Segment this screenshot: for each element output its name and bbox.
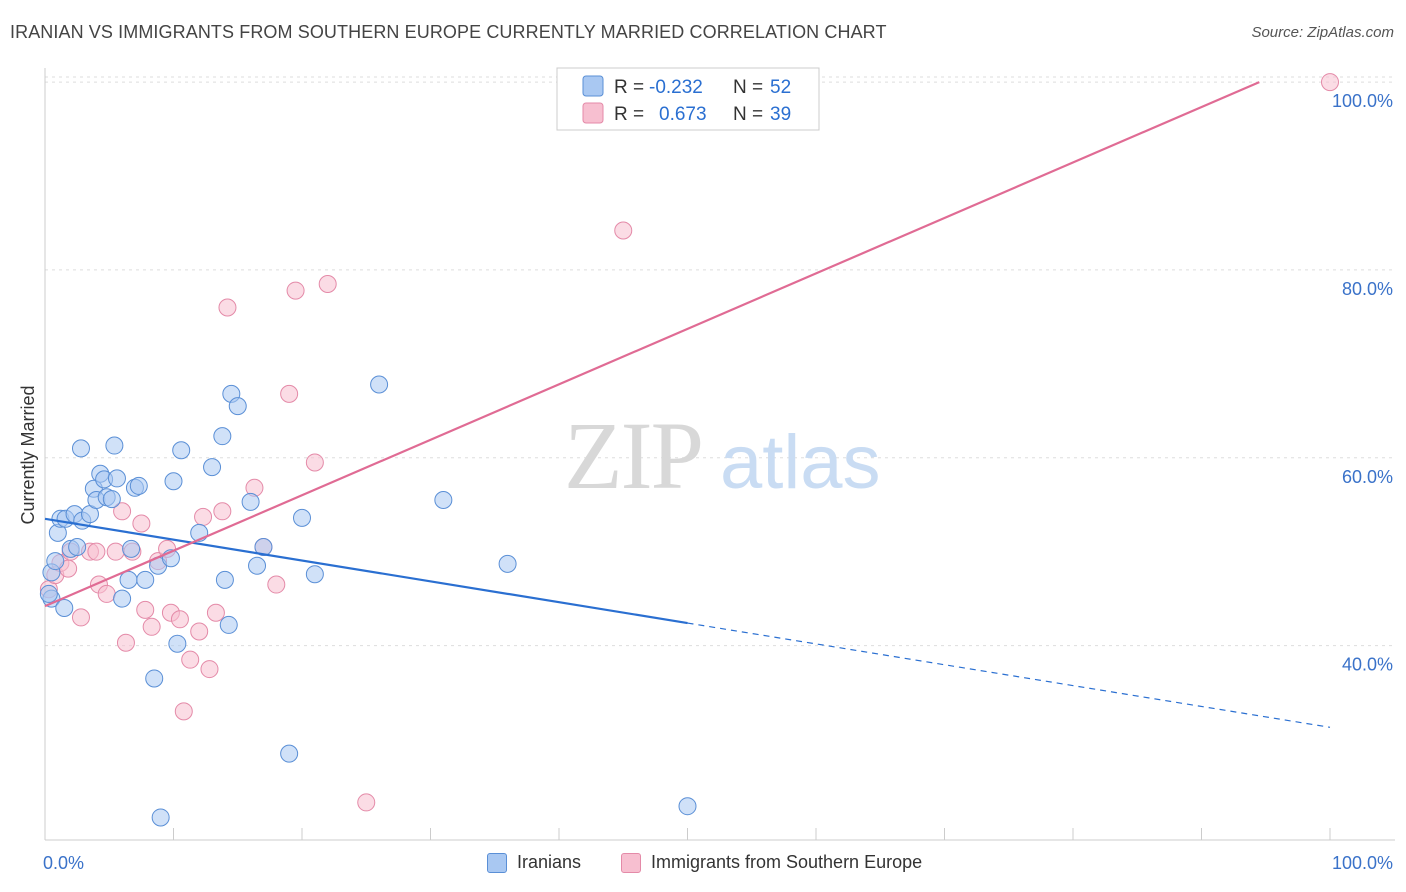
point-iranians bbox=[39, 584, 58, 603]
legend-r-label-2: R = bbox=[614, 104, 644, 125]
watermark-zip: ZIP bbox=[564, 402, 702, 509]
point-iranians bbox=[219, 615, 238, 634]
point-iranians bbox=[280, 744, 299, 763]
legend-label-southern-europe: Immigrants from Southern Europe bbox=[651, 852, 923, 872]
point-iranians bbox=[105, 436, 124, 455]
point-iranians bbox=[164, 472, 183, 491]
point-southern-europe bbox=[286, 281, 305, 300]
correlation-legend: R = -0.232 N = 52 R = 0.673 N = 39 bbox=[556, 67, 820, 131]
point-southern-europe bbox=[318, 275, 337, 294]
point-iranians bbox=[168, 634, 187, 653]
point-southern-europe bbox=[132, 514, 151, 533]
legend-swatch-pink bbox=[582, 102, 604, 124]
series-legend: Iranians Immigrants from Southern Europe bbox=[0, 852, 1406, 878]
point-southern-europe bbox=[194, 507, 213, 526]
point-iranians bbox=[113, 589, 132, 608]
point-iranians bbox=[241, 492, 260, 511]
y-tick-label: 100.0% bbox=[1332, 91, 1393, 111]
x-tick-label: 0.0% bbox=[43, 853, 84, 873]
point-iranians bbox=[215, 570, 234, 589]
chart-title: IRANIAN VS IMMIGRANTS FROM SOUTHERN EURO… bbox=[10, 22, 887, 42]
point-iranians bbox=[145, 669, 164, 688]
legend-r-value-2: 0.673 bbox=[659, 104, 707, 125]
legend-n-value-2: 39 bbox=[770, 104, 791, 125]
point-southern-europe bbox=[206, 603, 225, 622]
legend-label-iranians: Iranians bbox=[517, 852, 582, 872]
point-southern-europe bbox=[357, 793, 376, 812]
legend-n-label-1: N = bbox=[733, 77, 763, 98]
trend-line-southern-europe bbox=[44, 81, 1260, 608]
point-iranians bbox=[305, 565, 324, 584]
point-iranians bbox=[55, 599, 74, 618]
point-iranians bbox=[254, 537, 273, 556]
point-iranians bbox=[370, 375, 389, 394]
point-southern-europe bbox=[305, 453, 324, 472]
point-southern-europe bbox=[87, 542, 106, 561]
legend-r-label-1: R = bbox=[614, 77, 644, 98]
legend-n-label-2: N = bbox=[733, 104, 763, 125]
point-iranians bbox=[129, 476, 148, 495]
y-tick-label: 60.0% bbox=[1342, 467, 1393, 487]
point-southern-europe bbox=[136, 600, 155, 619]
point-southern-europe bbox=[190, 622, 209, 641]
legend-n-value-1: 52 bbox=[770, 77, 791, 98]
point-southern-europe bbox=[614, 221, 633, 240]
point-southern-europe bbox=[106, 542, 125, 561]
point-southern-europe bbox=[213, 502, 232, 521]
legend-swatch-blue bbox=[582, 75, 604, 97]
source-label: Source: ZipAtlas.com bbox=[1251, 24, 1394, 41]
legend-r-value-1: -0.232 bbox=[649, 77, 703, 98]
point-iranians bbox=[68, 537, 87, 556]
point-iranians bbox=[678, 797, 697, 816]
point-iranians bbox=[46, 552, 65, 571]
point-southern-europe bbox=[116, 633, 135, 652]
y-tick-label: 80.0% bbox=[1342, 279, 1393, 299]
point-iranians bbox=[248, 556, 267, 575]
point-southern-europe bbox=[71, 608, 90, 627]
point-iranians bbox=[228, 397, 247, 416]
y-axis-label: Currently Married bbox=[18, 385, 38, 524]
point-southern-europe bbox=[267, 575, 286, 594]
x-tick-label: 100.0% bbox=[1332, 853, 1393, 873]
y-tick-label: 40.0% bbox=[1342, 655, 1393, 675]
point-iranians bbox=[172, 441, 191, 460]
legend-item-southern-europe: Immigrants from Southern Europe bbox=[621, 852, 922, 873]
axes bbox=[44, 68, 1395, 841]
point-southern-europe bbox=[174, 702, 193, 721]
watermark-atlas: atlas bbox=[720, 420, 881, 505]
trend-line-iranians bbox=[44, 517, 688, 625]
point-southern-europe bbox=[181, 650, 200, 669]
point-southern-europe bbox=[97, 584, 116, 603]
point-iranians bbox=[119, 570, 138, 589]
grid-lines bbox=[45, 76, 1395, 647]
point-southern-europe bbox=[170, 610, 189, 629]
point-iranians bbox=[498, 554, 517, 573]
point-iranians bbox=[71, 439, 90, 458]
point-iranians bbox=[151, 808, 170, 827]
legend-item-iranians: Iranians bbox=[487, 852, 581, 873]
tick-labels: 40.0% 60.0% 80.0% 100.0% 0.0% 100.0% bbox=[43, 91, 1393, 873]
trend-lines bbox=[44, 81, 1331, 728]
point-iranians bbox=[213, 427, 232, 446]
watermark: ZIP atlas bbox=[564, 402, 881, 509]
legend-swatch-iranians bbox=[487, 852, 507, 873]
point-iranians bbox=[107, 469, 126, 488]
point-southern-europe bbox=[280, 384, 299, 403]
point-southern-europe bbox=[142, 617, 161, 636]
point-iranians bbox=[136, 570, 155, 589]
point-southern-europe bbox=[218, 298, 237, 317]
point-southern-europe bbox=[200, 660, 219, 679]
point-iranians bbox=[203, 458, 222, 477]
point-iranians bbox=[293, 508, 311, 527]
point-iranians bbox=[434, 491, 453, 510]
point-iranians bbox=[122, 539, 141, 558]
trend-line-iranians-extension bbox=[687, 622, 1331, 728]
point-southern-europe bbox=[113, 502, 132, 521]
point-southern-europe bbox=[1321, 73, 1339, 92]
legend-swatch-southern-europe bbox=[621, 852, 641, 873]
point-iranians bbox=[102, 490, 121, 509]
